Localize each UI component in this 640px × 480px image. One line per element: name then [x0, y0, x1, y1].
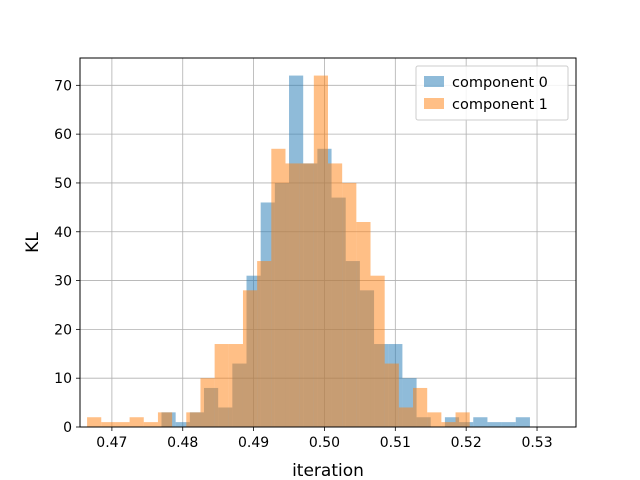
histogram-bar [370, 275, 385, 427]
series-1-bars [87, 75, 470, 428]
legend: component 0 component 1 [415, 65, 569, 121]
y-tick-label: 20 [54, 322, 72, 338]
histogram-bar [143, 422, 158, 427]
histogram-bar [455, 412, 470, 427]
x-tick-label: 0.51 [380, 435, 411, 451]
histogram-bar [398, 407, 414, 427]
histogram-bar [342, 182, 357, 427]
histogram-bar [313, 75, 328, 428]
histogram-bar [186, 412, 201, 427]
histogram-bar [257, 261, 272, 427]
histogram-bar [384, 363, 399, 427]
legend-swatch [424, 98, 444, 109]
x-tick-label: 0.53 [521, 435, 552, 451]
histogram-bar [441, 422, 456, 427]
y-tick-label: 40 [54, 225, 72, 241]
histogram-bar [285, 163, 300, 427]
y-axis-label: KL [23, 232, 43, 253]
histogram-bar [515, 417, 530, 427]
histogram-bar [200, 378, 215, 427]
histogram-bar [473, 417, 488, 427]
histogram-bar [214, 344, 229, 427]
x-tick-label: 0.48 [167, 435, 198, 451]
legend-swatch [424, 76, 444, 87]
y-tick-label: 10 [54, 371, 72, 387]
legend-label: component 1 [452, 97, 548, 113]
x-tick-label: 0.50 [309, 435, 340, 451]
legend-box [415, 65, 569, 121]
histogram-bar [501, 422, 516, 427]
x-tick-label: 0.47 [96, 435, 127, 451]
y-tick-label: 70 [54, 78, 72, 94]
histogram-bar [242, 290, 258, 427]
histogram-bar [328, 163, 343, 427]
plot-frame [79, 57, 577, 428]
histogram-bars [87, 75, 530, 428]
x-tick-label: 0.52 [451, 435, 482, 451]
histogram-bar [157, 412, 173, 427]
histogram-bar [115, 422, 130, 427]
histogram-bar [427, 412, 442, 427]
y-tick-label: 0 [63, 420, 72, 436]
x-axis-ticks: 0.47 0.48 0.49 0.50 0.51 0.52 0.53 [96, 427, 553, 451]
histogram-bar [413, 387, 428, 427]
x-tick-label: 0.49 [238, 435, 269, 451]
histogram-bar [101, 422, 116, 427]
histogram-bar [487, 422, 502, 427]
histogram-bar [129, 417, 144, 427]
y-tick-label: 30 [54, 274, 72, 290]
histogram-bar [228, 344, 243, 427]
histogram-bar [175, 422, 190, 427]
y-tick-label: 60 [54, 127, 72, 143]
histogram-bar [271, 148, 286, 428]
histogram-bar [356, 222, 371, 427]
histogram-bar [299, 163, 314, 427]
x-axis-label: iteration [292, 461, 364, 480]
y-tick-label: 50 [54, 176, 72, 192]
histogram-bar [87, 417, 102, 427]
y-axis-ticks: 0 10 20 30 40 50 60 70 [54, 78, 80, 436]
legend-label: component 0 [452, 75, 548, 91]
